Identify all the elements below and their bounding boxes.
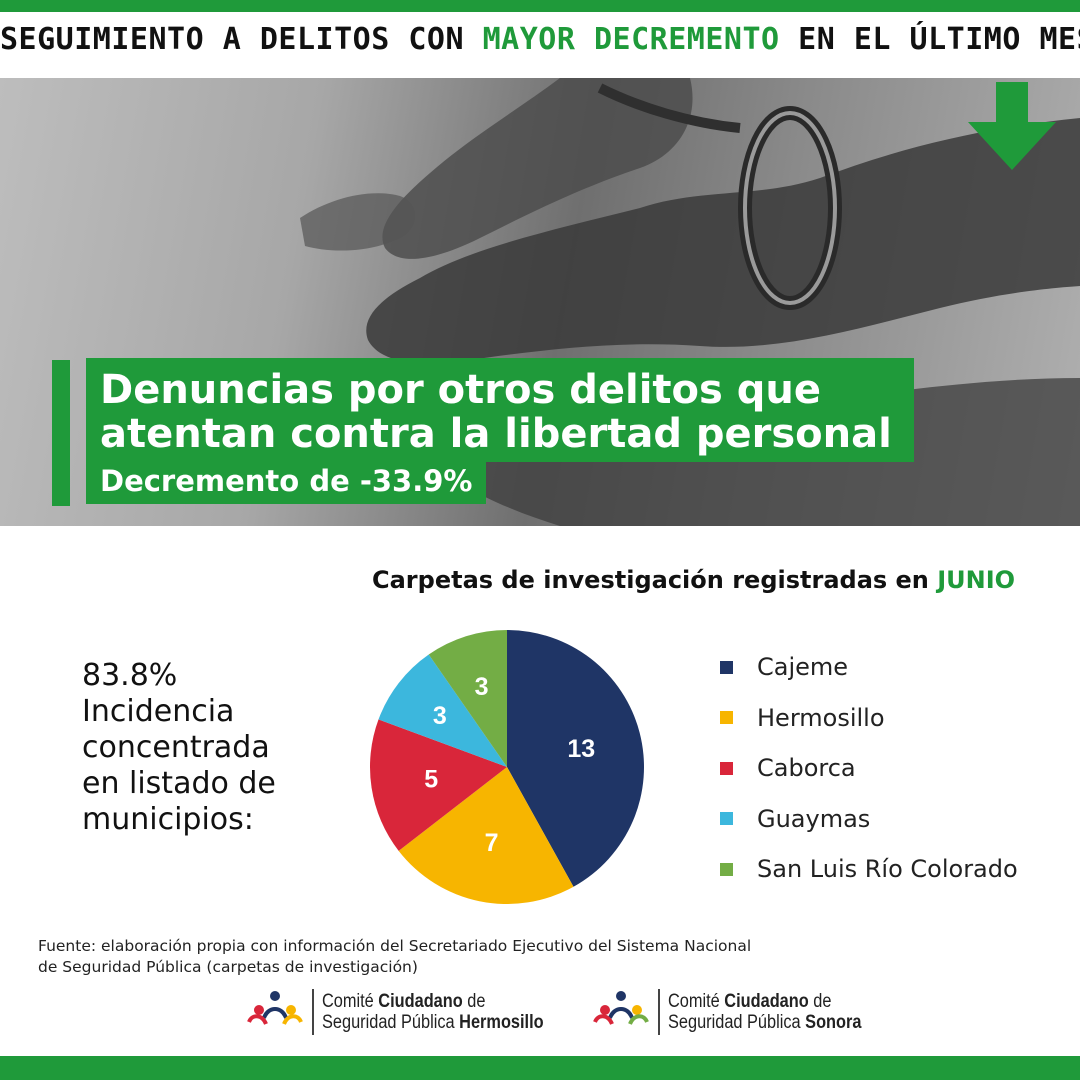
incidence-percent: 83.8% (82, 658, 178, 693)
legend-label: San Luis Río Colorado (757, 855, 1018, 884)
committee-logo-icon (593, 991, 649, 1025)
logo-text-sonora: Comité Ciudadano de Seguridad Pública So… (668, 991, 862, 1033)
logo-sonora: Comité Ciudadano de Seguridad Pública So… (592, 988, 893, 1036)
page-title: SEGUIMIENTO A DELITOS CON MAYOR DECREMEN… (0, 22, 1080, 57)
legend-item: Hermosillo (720, 693, 1018, 744)
legend-item: Caborca (720, 743, 1018, 794)
legend-item: San Luis Río Colorado (720, 844, 1018, 895)
legend-label: Caborca (757, 754, 856, 783)
headline-line-2: atentan contra la libertad personal (100, 411, 892, 457)
incidence-line-1: Incidencia (82, 694, 235, 729)
top-stripe (0, 0, 1080, 12)
source-line-2: de Seguridad Pública (carpetas de invest… (38, 958, 418, 976)
logo-divider (312, 989, 314, 1035)
headline-accent-bar (52, 360, 70, 506)
legend-swatch (720, 812, 733, 826)
legend-item: Guaymas (720, 794, 1018, 845)
headline-line-1: Denuncias por otros delitos que (100, 367, 821, 413)
logo-hermosillo: Comité Ciudadano de Seguridad Pública He… (246, 988, 580, 1036)
legend-item: Cajeme (720, 642, 1018, 693)
pie-data-label: 3 (433, 702, 447, 730)
pie-slice-cajeme (507, 630, 644, 887)
pie-slice-caborca (369, 719, 507, 851)
source-note: Fuente: elaboración propia con informaci… (38, 936, 858, 978)
committee-logo-icon (247, 991, 303, 1025)
logo-text-hermosillo: Comité Ciudadano de Seguridad Pública He… (322, 991, 544, 1033)
pie-data-label: 5 (424, 766, 438, 794)
chart-title: Carpetas de investigación registradas en… (372, 566, 1016, 594)
legend-swatch (720, 660, 733, 674)
legend-label: Hermosillo (757, 703, 885, 732)
headline: Denuncias por otros delitos que atentan … (86, 358, 914, 462)
chart-legend: Cajeme Hermosillo Caborca Guaymas San Luis R… (720, 642, 1018, 895)
source-line-1: Fuente: elaboración propia con informaci… (38, 937, 752, 955)
pie-data-label: 13 (567, 735, 595, 763)
legend-label: Cajeme (757, 653, 849, 682)
incidence-line-3: en listado de (82, 766, 276, 801)
pie-chart: 13 7 5 33 (369, 630, 644, 904)
down-arrow-icon (968, 82, 1056, 170)
pie-data-label: 3 (475, 673, 489, 701)
legend-label: Guaymas (757, 804, 871, 833)
legend-swatch (720, 862, 733, 876)
pie-data-label: 7 (485, 829, 499, 857)
headline-subline: Decremento de -33.9% (86, 462, 487, 504)
pie-slice-guaymas (378, 654, 507, 767)
incidence-line-2: concentrada (82, 730, 270, 765)
incidence-note: 83.8% Incidencia concentrada en listado … (82, 658, 342, 838)
legend-swatch (720, 761, 733, 775)
logo-divider (658, 989, 660, 1035)
pie-slice-hermosillo (398, 767, 574, 904)
pie-slice-san-luis-río-colorado (428, 630, 507, 767)
legend-swatch (720, 711, 733, 725)
incidence-line-4: municipios: (82, 802, 254, 837)
bottom-stripe (0, 1056, 1080, 1080)
